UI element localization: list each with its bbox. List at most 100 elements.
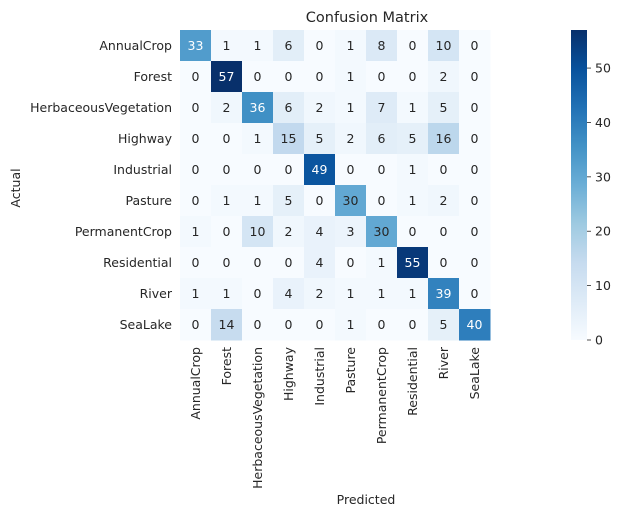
column-label: Pasture bbox=[343, 347, 358, 394]
heatmap-cell bbox=[211, 216, 243, 248]
cell-value-label: 1 bbox=[378, 255, 386, 270]
cell-value-label: 0 bbox=[254, 317, 262, 332]
cell-value-label: 0 bbox=[471, 69, 479, 84]
heatmap-cell bbox=[459, 123, 491, 155]
heatmap-cell bbox=[428, 123, 460, 155]
heatmap-cell bbox=[428, 154, 460, 186]
heatmap-cell bbox=[428, 61, 460, 93]
heatmap-cell bbox=[428, 247, 460, 279]
cell-value-label: 5 bbox=[285, 193, 293, 208]
heatmap-cell bbox=[304, 309, 336, 341]
heatmap-cell bbox=[304, 278, 336, 310]
cell-value-label: 2 bbox=[440, 193, 448, 208]
cell-value-label: 1 bbox=[254, 131, 262, 146]
cell-value-label: 0 bbox=[316, 69, 324, 84]
colorbar-ticks: 0 10 20 30 40 50 bbox=[587, 61, 611, 348]
cell-value-label: 0 bbox=[440, 162, 448, 177]
cell-value-label: 1 bbox=[347, 100, 355, 115]
cell-value-label: 39 bbox=[436, 286, 452, 301]
heatmap-cell bbox=[211, 185, 243, 217]
cell-value-label: 2 bbox=[223, 100, 231, 115]
cell-value-label: 30 bbox=[374, 224, 390, 239]
heatmap-cell bbox=[242, 216, 274, 248]
cell-value-label: 0 bbox=[285, 317, 293, 332]
heatmap-cell bbox=[180, 30, 212, 62]
heatmap-cell bbox=[335, 185, 367, 217]
heatmap-cell bbox=[211, 30, 243, 62]
heatmap-cell bbox=[428, 92, 460, 124]
cell-value-label: 0 bbox=[316, 317, 324, 332]
heatmap-cell bbox=[180, 247, 212, 279]
heatmap-cell bbox=[304, 185, 336, 217]
cell-value-label: 0 bbox=[223, 162, 231, 177]
cell-value-label: 14 bbox=[219, 317, 235, 332]
cell-value-label: 0 bbox=[471, 286, 479, 301]
heatmap-cell bbox=[459, 216, 491, 248]
heatmap-cell bbox=[304, 92, 336, 124]
cell-value-label: 0 bbox=[223, 131, 231, 146]
heatmap-cell bbox=[273, 154, 305, 186]
cell-value-label: 0 bbox=[254, 255, 262, 270]
heatmap-cell bbox=[180, 92, 212, 124]
cell-value-label: 0 bbox=[409, 69, 417, 84]
cell-value-label: 8 bbox=[378, 38, 386, 53]
cell-value-label: 1 bbox=[192, 224, 200, 239]
cell-value-label: 1 bbox=[409, 286, 417, 301]
heatmap-cell bbox=[242, 92, 274, 124]
cell-value-label: 0 bbox=[378, 162, 386, 177]
row-label: River bbox=[140, 286, 173, 301]
cell-value-label: 1 bbox=[378, 286, 386, 301]
cell-value-label: 0 bbox=[254, 69, 262, 84]
heatmap-cell bbox=[242, 30, 274, 62]
heatmap-cells: 33 1 1 6 0 1 8 0 10 00 57 0 0 0 1 0 0 2 00 2 36 6 2 1 7 1 5 00 0 1 15 5… bbox=[180, 30, 491, 341]
cell-value-label: 0 bbox=[440, 255, 448, 270]
colorbar bbox=[571, 30, 587, 340]
heatmap-cell bbox=[304, 216, 336, 248]
cell-value-label: 30 bbox=[343, 193, 359, 208]
row-label: Industrial bbox=[113, 162, 172, 177]
heatmap-cell bbox=[459, 247, 491, 279]
heatmap-cell bbox=[180, 278, 212, 310]
cell-value-label: 2 bbox=[347, 131, 355, 146]
cell-value-label: 1 bbox=[409, 162, 417, 177]
heatmap-cell bbox=[335, 216, 367, 248]
cell-value-label: 6 bbox=[285, 100, 293, 115]
row-label: Pasture bbox=[125, 193, 172, 208]
cell-value-label: 0 bbox=[471, 100, 479, 115]
heatmap-cell bbox=[273, 61, 305, 93]
chart-title: Confusion Matrix bbox=[306, 10, 429, 26]
heatmap-cell bbox=[397, 216, 429, 248]
cell-value-label: 0 bbox=[192, 162, 200, 177]
heatmap-cell bbox=[397, 123, 429, 155]
heatmap-cell bbox=[304, 154, 336, 186]
heatmap-cell bbox=[366, 61, 398, 93]
cell-value-label: 0 bbox=[254, 286, 262, 301]
cell-value-label: 0 bbox=[192, 193, 200, 208]
heatmap-cell bbox=[273, 92, 305, 124]
cell-value-label: 10 bbox=[250, 224, 266, 239]
heatmap-cell bbox=[273, 247, 305, 279]
cell-value-label: 1 bbox=[347, 317, 355, 332]
cell-value-label: 0 bbox=[471, 255, 479, 270]
cell-value-label: 0 bbox=[223, 224, 231, 239]
heatmap-cell bbox=[304, 30, 336, 62]
cell-value-label: 0 bbox=[440, 224, 448, 239]
x-axis-label: Predicted bbox=[337, 492, 396, 507]
heatmap-cell bbox=[366, 92, 398, 124]
heatmap-cell bbox=[397, 30, 429, 62]
cell-value-label: 0 bbox=[347, 255, 355, 270]
heatmap-cell bbox=[211, 92, 243, 124]
cell-value-label: 1 bbox=[347, 286, 355, 301]
cell-value-label: 0 bbox=[192, 317, 200, 332]
cell-value-label: 1 bbox=[223, 38, 231, 53]
colorbar-tick-label: 0 bbox=[595, 333, 603, 348]
heatmap-cell bbox=[242, 247, 274, 279]
cell-value-label: 0 bbox=[316, 38, 324, 53]
heatmap-cell bbox=[273, 123, 305, 155]
cell-value-label: 0 bbox=[223, 255, 231, 270]
column-labels: AnnualCrop Forest HerbaceousVegetation High… bbox=[188, 346, 482, 489]
cell-value-label: 6 bbox=[378, 131, 386, 146]
cell-value-label: 2 bbox=[316, 286, 324, 301]
heatmap-cell bbox=[335, 61, 367, 93]
